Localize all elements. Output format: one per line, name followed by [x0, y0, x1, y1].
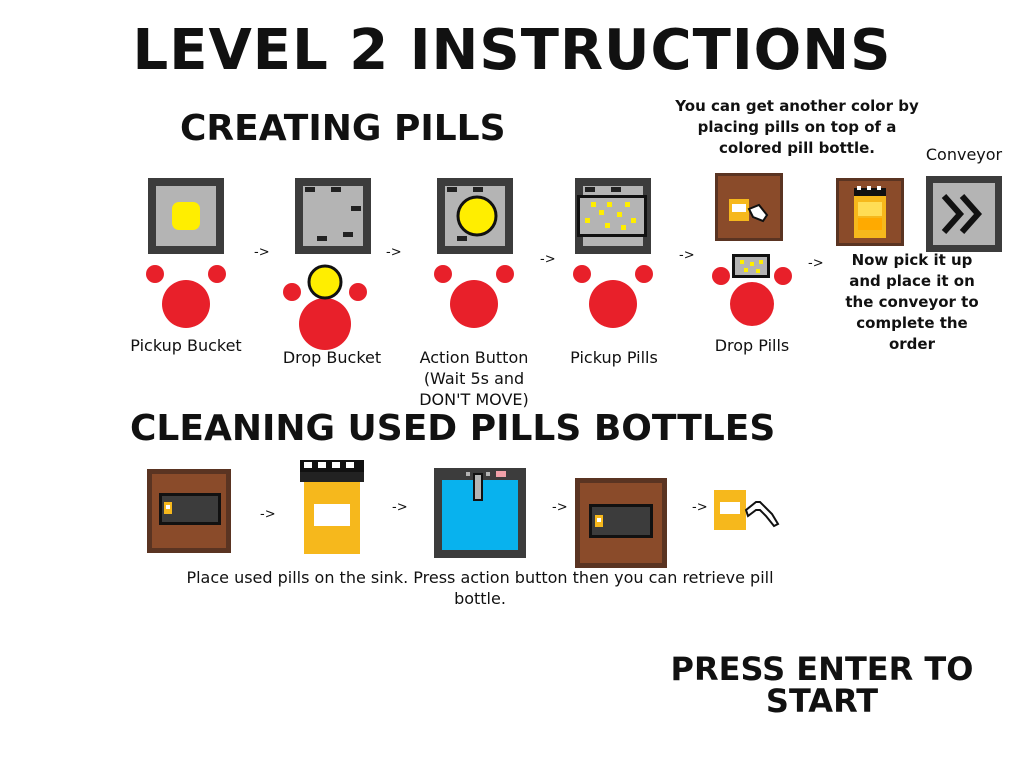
- arrow-6: ->: [260, 507, 276, 522]
- machine-empty-icon: [295, 178, 371, 254]
- step-label-pickup-bucket: Pickup Bucket: [130, 336, 242, 355]
- arrow-3: ->: [540, 252, 556, 267]
- cleaning-instructions-text: Place used pills on the sink. Press acti…: [186, 568, 774, 608]
- step-label-action-button: Action Button (Wait 5s and DON'T MOVE): [419, 348, 529, 409]
- arrow-8: ->: [552, 500, 568, 515]
- conveyor-label: Conveyor: [925, 145, 1003, 164]
- color-tip-text: You can get another color by placing pil…: [675, 97, 919, 157]
- machine-idle-icon: [148, 178, 224, 254]
- clean-bottle-icon: [714, 490, 780, 530]
- page-title: LEVEL 2 INSTRUCTIONS: [132, 18, 892, 83]
- arrow-2: ->: [386, 245, 402, 260]
- arrow-5: ->: [808, 256, 824, 271]
- player-with-bucket-icon: [283, 264, 367, 350]
- filled-bottle-table-icon: [836, 178, 904, 246]
- sink-table-used-bottle-icon: [147, 469, 231, 553]
- sink-icon: [434, 468, 526, 558]
- player-icon: [146, 265, 226, 328]
- press-enter-prompt[interactable]: PRESS ENTER TO START: [670, 650, 974, 720]
- used-bottle-icon: [300, 460, 364, 554]
- arrow-7: ->: [392, 500, 408, 515]
- arrow-9: ->: [692, 500, 708, 515]
- arrow-1: ->: [254, 245, 270, 260]
- machine-processing-icon: [437, 178, 513, 254]
- player-with-pills-icon: [712, 254, 792, 326]
- machine-pills-ready-icon: [575, 178, 651, 254]
- conveyor-tip-text: Now pick it up and place it on the conve…: [845, 251, 979, 353]
- conveyor-icon: [926, 176, 1002, 252]
- colored-bottle-table-icon: [715, 173, 783, 241]
- step-label-drop-pills: Drop Pills: [714, 336, 790, 355]
- section-title-creating: CREATING PILLS: [180, 108, 506, 149]
- arrow-4: ->: [679, 248, 695, 263]
- player-icon: [434, 265, 514, 328]
- section-title-cleaning: CLEANING USED PILLS BOTTLES: [130, 408, 776, 449]
- step-label-pickup-pills: Pickup Pills: [570, 348, 658, 367]
- step-label-drop-bucket: Drop Bucket: [282, 348, 382, 367]
- sink-table-clean-bottle-icon: [575, 478, 667, 568]
- player-icon: [573, 265, 653, 328]
